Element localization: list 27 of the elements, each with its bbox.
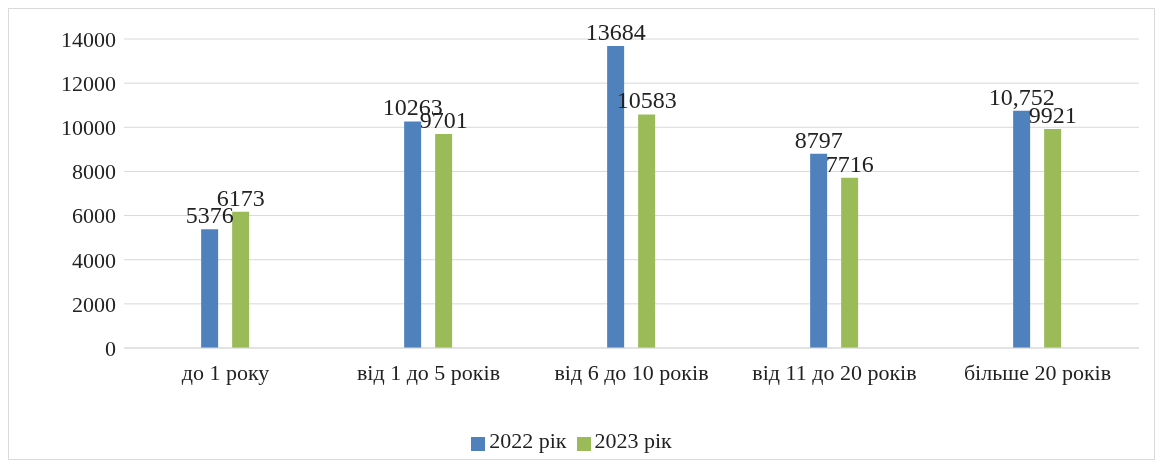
bar [841, 177, 859, 348]
y-tick-label: 10000 [61, 115, 116, 141]
bar [404, 121, 422, 348]
y-tick-label: 6000 [72, 203, 116, 229]
bar [201, 229, 219, 348]
y-tick-label: 4000 [72, 247, 116, 273]
y-tick-label: 2000 [72, 291, 116, 317]
data-label: 13684 [585, 18, 646, 45]
bar [810, 153, 828, 348]
bar [1013, 110, 1031, 348]
x-tick-label: від 1 до 5 років [356, 359, 501, 385]
y-tick-label: 8000 [72, 159, 116, 185]
bar [232, 211, 250, 348]
x-tick-label: від 6 до 10 років [554, 359, 709, 385]
y-tick-label: 0 [105, 335, 116, 361]
bar [435, 133, 453, 348]
bar [638, 114, 656, 348]
legend-label: 2022 рік [489, 428, 567, 453]
y-tick-label: 12000 [61, 70, 116, 96]
data-label: 7716 [825, 150, 874, 177]
y-tick-label: 14000 [61, 26, 116, 52]
x-tick-label: більше 20 років [963, 359, 1112, 385]
bar [1044, 129, 1062, 348]
data-label: 8797 [794, 126, 843, 153]
x-tick-label: від 11 до 20 років [752, 359, 917, 385]
x-tick-label: до 1 року [181, 359, 270, 385]
legend-label: 2023 рік [594, 428, 672, 453]
